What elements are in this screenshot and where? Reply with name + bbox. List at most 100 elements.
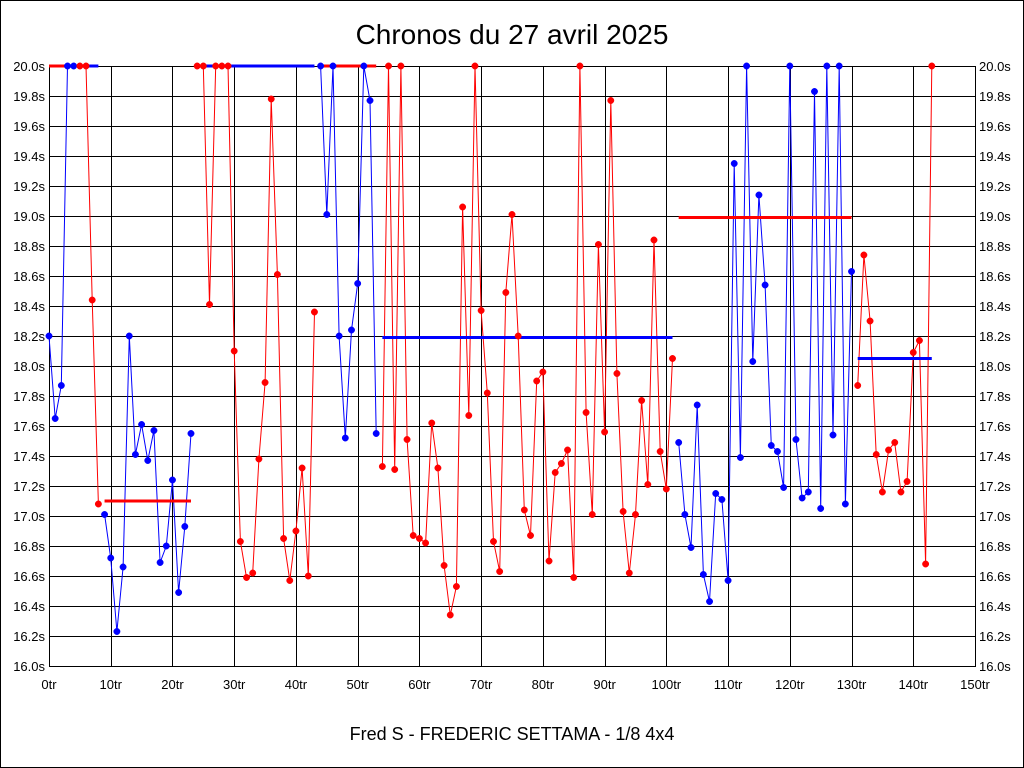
data-point	[162, 542, 170, 550]
data-point	[187, 430, 195, 437]
data-point	[446, 611, 454, 619]
data-point	[45, 332, 53, 340]
data-point	[860, 251, 868, 259]
data-point	[261, 379, 269, 386]
y-tick-label-left: 16.8s	[13, 539, 45, 554]
data-point	[669, 355, 676, 362]
data-point	[817, 505, 825, 512]
data-point	[107, 554, 115, 562]
data-point	[508, 211, 516, 218]
data-point	[286, 577, 294, 584]
plot-border	[49, 66, 976, 667]
y-tick-label-left: 17.6s	[13, 419, 45, 434]
y-tick-label-left: 18.2s	[13, 329, 45, 344]
data-point	[638, 397, 646, 404]
data-point	[502, 289, 510, 296]
data-point	[199, 62, 207, 70]
data-point	[452, 583, 460, 590]
data-point	[335, 332, 343, 340]
data-point	[354, 280, 362, 287]
data-point	[866, 317, 874, 325]
data-point	[557, 460, 565, 467]
data-point	[175, 589, 183, 596]
y-tick-label-left: 16.2s	[13, 629, 45, 644]
data-point	[378, 463, 386, 470]
data-point	[372, 430, 380, 437]
data-point	[922, 560, 930, 568]
x-tick-label: 130tr	[837, 677, 867, 692]
data-point	[193, 62, 201, 70]
data-point	[786, 62, 794, 70]
data-point	[891, 439, 899, 446]
y-tick-label-left: 16.6s	[13, 569, 45, 584]
data-point	[724, 577, 732, 584]
data-point	[292, 527, 300, 535]
data-point	[644, 481, 652, 488]
y-tick-label-left: 19.4s	[13, 149, 45, 164]
data-point	[477, 307, 485, 314]
y-tick-label-left: 19.6s	[13, 119, 45, 134]
x-tick-label: 120tr	[775, 677, 805, 692]
data-point	[551, 469, 559, 476]
data-point	[878, 488, 886, 496]
data-point	[144, 457, 152, 464]
x-tick-label: 110tr	[714, 677, 743, 692]
y-tick-label-left: 19.0s	[13, 209, 45, 224]
x-tick-label: 70tr	[470, 677, 493, 692]
chart-caption: Fred S - FREDERIC SETTAMA - 1/8 4x4	[350, 724, 675, 744]
data-point	[570, 574, 578, 581]
data-point	[366, 97, 374, 104]
y-tick-label-left: 20.0s	[13, 59, 45, 74]
data-point	[564, 446, 572, 454]
grid	[49, 66, 976, 667]
data-point	[249, 569, 257, 577]
data-point	[699, 571, 707, 578]
data-point	[681, 511, 689, 518]
data-point	[255, 455, 263, 463]
data-point	[64, 62, 71, 70]
data-point	[903, 478, 911, 485]
data-point	[156, 559, 164, 566]
x-tick-label: 0tr	[41, 677, 57, 692]
chart-title: Chronos du 27 avril 2025	[356, 19, 669, 50]
data-point	[632, 511, 639, 518]
data-point	[545, 557, 553, 565]
data-point	[323, 211, 331, 218]
data-point	[656, 448, 664, 455]
data-point	[94, 500, 102, 508]
data-points	[45, 62, 936, 635]
y-tick-label-left: 17.2s	[13, 479, 45, 494]
y-tick-label-right: 18.8s	[979, 239, 1011, 254]
data-point	[767, 442, 775, 449]
y-tick-label-left: 17.4s	[13, 449, 45, 464]
data-point	[51, 415, 59, 422]
x-tick-label: 90tr	[593, 677, 616, 692]
data-point	[582, 409, 590, 416]
data-point	[150, 427, 158, 434]
y-tick-label-left: 18.8s	[13, 239, 45, 254]
data-point	[422, 539, 430, 547]
y-tick-label-right: 18.6s	[979, 269, 1011, 284]
x-axis: 0tr 10tr 20tr 30tr 40tr 50tr 60tr 70tr 80tr 90tr 1…	[41, 677, 990, 692]
y-tick-label-right: 16.2s	[979, 629, 1011, 644]
data-point	[848, 268, 855, 275]
data-point	[317, 62, 325, 70]
series-line-5	[381, 65, 673, 616]
data-point	[82, 62, 90, 70]
data-point	[76, 62, 84, 70]
data-point	[625, 569, 633, 577]
y-tick-label-right: 19.2s	[979, 179, 1011, 194]
data-point	[792, 436, 800, 443]
y-tick-label-left: 17.8s	[13, 389, 45, 404]
data-point	[693, 401, 701, 409]
y-tick-label-right: 18.4s	[979, 299, 1011, 314]
y-tick-label-left: 17.0s	[13, 509, 45, 524]
data-point	[280, 535, 288, 542]
data-point	[397, 62, 405, 70]
x-tick-label: 40tr	[285, 677, 308, 692]
data-point	[329, 62, 337, 70]
data-point	[576, 62, 584, 70]
data-point	[872, 451, 880, 458]
data-point	[675, 439, 683, 446]
